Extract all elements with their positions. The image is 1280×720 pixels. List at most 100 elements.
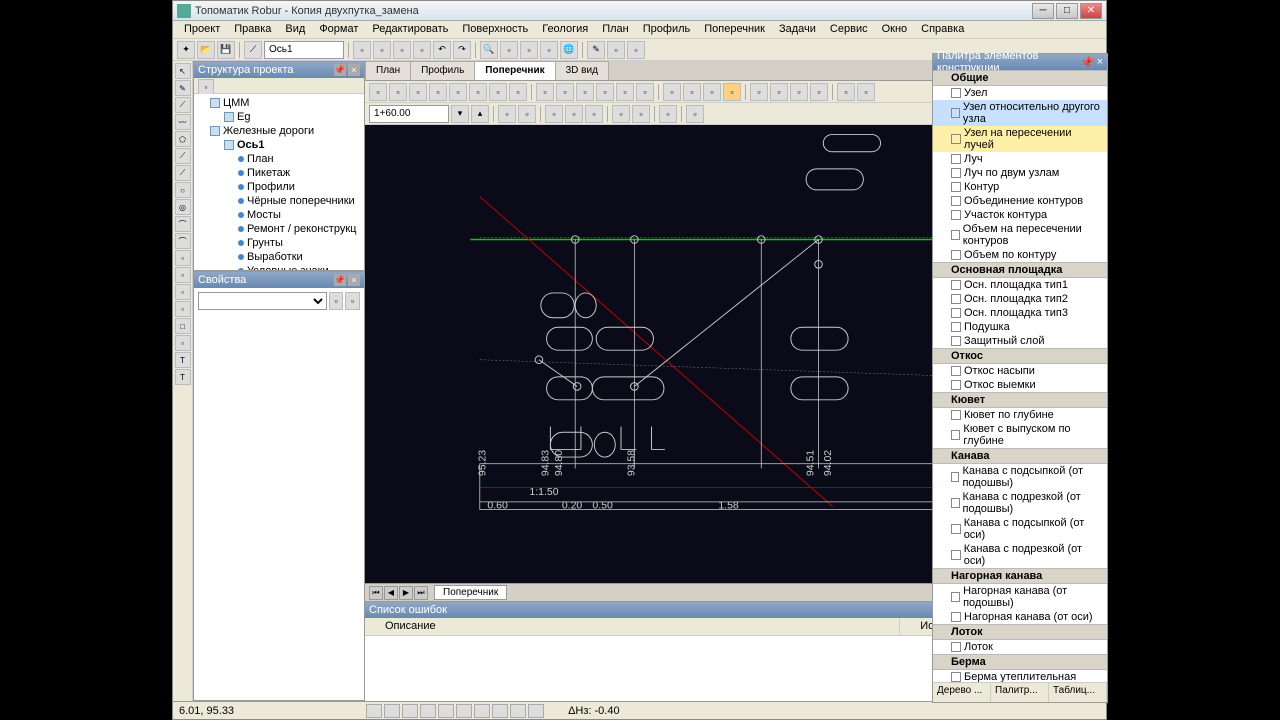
palette-footer-tab[interactable]: Таблиц... <box>1049 683 1107 702</box>
vt-icon[interactable]: ▫ <box>596 83 614 101</box>
tree-tool-icon[interactable]: ▫ <box>198 79 214 95</box>
globe-icon[interactable]: 🌐 <box>560 41 578 59</box>
vt2-icon[interactable]: ▫ <box>545 105 563 123</box>
menu-Поперечник[interactable]: Поперечник <box>697 21 772 38</box>
menu-Редактировать[interactable]: Редактировать <box>365 21 455 38</box>
tree-item[interactable]: Чёрные поперечники <box>196 194 362 208</box>
menu-Геология[interactable]: Геология <box>535 21 595 38</box>
vtool-icon[interactable]: ▫ <box>175 284 191 300</box>
palette-item[interactable]: Канава с подсыпкой (от подошвы) <box>933 464 1107 490</box>
dropdown-icon[interactable]: ▾ <box>451 105 469 123</box>
vt-icon[interactable]: ▫ <box>389 83 407 101</box>
prev-icon[interactable]: ◀ <box>384 586 398 600</box>
vtool-icon[interactable]: ▫ <box>175 250 191 266</box>
vtool-icon[interactable]: ⌒ <box>175 216 191 232</box>
panel-close-icon[interactable]: × <box>1097 56 1103 69</box>
scale-input[interactable] <box>369 105 449 123</box>
palette-item[interactable]: Защитный слой <box>933 334 1107 348</box>
vt-icon[interactable]: ▫ <box>723 83 741 101</box>
properties-combo[interactable] <box>198 292 327 310</box>
vtool-icon[interactable]: ↖ <box>175 63 191 79</box>
palette-item[interactable]: Откос выемки <box>933 378 1107 392</box>
vt-icon[interactable]: ▫ <box>576 83 594 101</box>
panel-close-icon[interactable]: × <box>348 274 360 286</box>
palette-item[interactable]: Контур <box>933 180 1107 194</box>
tree-item[interactable]: Выработки <box>196 250 362 264</box>
vtool-icon[interactable]: ✎ <box>175 80 191 96</box>
vtool-icon[interactable]: ⟋ <box>175 148 191 164</box>
vt-icon[interactable]: ▫ <box>616 83 634 101</box>
vtool-icon[interactable]: ⟋ <box>175 165 191 181</box>
tool-icon[interactable]: ▫ <box>500 41 518 59</box>
vtool-icon[interactable]: ○ <box>175 182 191 198</box>
palette-item[interactable]: Кювет по глубине <box>933 408 1107 422</box>
palette-item[interactable]: Канава с подрезкой (от подошвы) <box>933 490 1107 516</box>
close-button[interactable]: ✕ <box>1080 3 1102 19</box>
axis-combo[interactable]: Ось1 <box>264 41 344 59</box>
tree-item[interactable]: Eg <box>196 110 362 124</box>
vtool-icon[interactable]: □ <box>175 318 191 334</box>
save-icon[interactable]: 💾 <box>217 41 235 59</box>
sb-icon[interactable] <box>492 704 508 718</box>
open-icon[interactable]: 📂 <box>197 41 215 59</box>
sb-icon[interactable] <box>420 704 436 718</box>
pin-icon[interactable]: 📌 <box>334 274 346 286</box>
pin-icon[interactable]: 📌 <box>334 64 346 76</box>
tree-item[interactable]: Грунты <box>196 236 362 250</box>
maximize-button[interactable]: □ <box>1056 3 1078 19</box>
vtool-icon[interactable]: ▫ <box>175 335 191 351</box>
vt-icon[interactable]: ▫ <box>556 83 574 101</box>
errors-col-description[interactable]: Описание <box>365 618 900 635</box>
first-icon[interactable]: ⏮ <box>369 586 383 600</box>
palette-item[interactable]: Канава с подсыпкой (от оси) <box>933 516 1107 542</box>
tool-icon[interactable]: ▫ <box>540 41 558 59</box>
up-icon[interactable]: ▴ <box>471 105 489 123</box>
vtool-icon[interactable]: ⟋ <box>175 97 191 113</box>
vt-icon[interactable]: ▫ <box>810 83 828 101</box>
tree-item[interactable]: Железные дороги <box>196 124 362 138</box>
palette-item[interactable]: Узел на пересечении лучей <box>933 126 1107 152</box>
palette-item[interactable]: Участок контура <box>933 208 1107 222</box>
vt-icon[interactable]: ▫ <box>449 83 467 101</box>
palette-group[interactable]: Откос <box>933 348 1107 364</box>
vt2-icon[interactable]: ▫ <box>686 105 704 123</box>
vtool-icon[interactable]: ▫ <box>175 301 191 317</box>
tree-item[interactable]: Условные знаки <box>196 264 362 270</box>
palette-item[interactable]: Берма утеплительная <box>933 670 1107 682</box>
tree-item[interactable]: План <box>196 152 362 166</box>
vtool-icon[interactable]: ⬠ <box>175 131 191 147</box>
vt-icon[interactable]: ▫ <box>636 83 654 101</box>
vt2-icon[interactable]: ▫ <box>518 105 536 123</box>
palette-item[interactable]: Осн. площадка тип3 <box>933 306 1107 320</box>
palette-item[interactable]: Узел <box>933 86 1107 100</box>
zoom-icon[interactable]: 🔍 <box>480 41 498 59</box>
vt-icon[interactable]: ▫ <box>663 83 681 101</box>
vt-icon[interactable]: ▫ <box>770 83 788 101</box>
palette-item[interactable]: Объединение контуров <box>933 194 1107 208</box>
palette-item[interactable]: Кювет с выпуском по глубине <box>933 422 1107 448</box>
tool-icon[interactable]: ▫ <box>353 41 371 59</box>
last-icon[interactable]: ⏭ <box>414 586 428 600</box>
tool-icon[interactable]: ▫ <box>607 41 625 59</box>
palette-group[interactable]: Лоток <box>933 624 1107 640</box>
vtool-icon[interactable]: ▫ <box>175 267 191 283</box>
palette-list[interactable]: ОбщиеУзелУзел относительно другого узлаУ… <box>933 70 1107 682</box>
view-tab-Поперечник[interactable]: Поперечник <box>474 61 555 80</box>
vt2-icon[interactable]: ▫ <box>632 105 650 123</box>
palette-group[interactable]: Берма <box>933 654 1107 670</box>
menu-Окно[interactable]: Окно <box>875 21 915 38</box>
menu-Справка[interactable]: Справка <box>914 21 971 38</box>
vt-icon[interactable]: ▫ <box>837 83 855 101</box>
menu-Сервис[interactable]: Сервис <box>823 21 875 38</box>
next-icon[interactable]: ▶ <box>399 586 413 600</box>
menu-Задачи[interactable]: Задачи <box>772 21 823 38</box>
project-tree[interactable]: ЦММEgЖелезные дорогиОсь1ПланПикетажПрофи… <box>194 94 364 270</box>
palette-item[interactable]: Нагорная канава (от оси) <box>933 610 1107 624</box>
pencil-icon[interactable]: ✎ <box>587 41 605 59</box>
undo-icon[interactable]: ↶ <box>433 41 451 59</box>
palette-item[interactable]: Осн. площадка тип1 <box>933 278 1107 292</box>
palette-item[interactable]: Канава с подрезкой (от оси) <box>933 542 1107 568</box>
palette-item[interactable]: Объем на пересечении контуров <box>933 222 1107 248</box>
sb-icon[interactable] <box>384 704 400 718</box>
vt-icon[interactable]: ▫ <box>429 83 447 101</box>
